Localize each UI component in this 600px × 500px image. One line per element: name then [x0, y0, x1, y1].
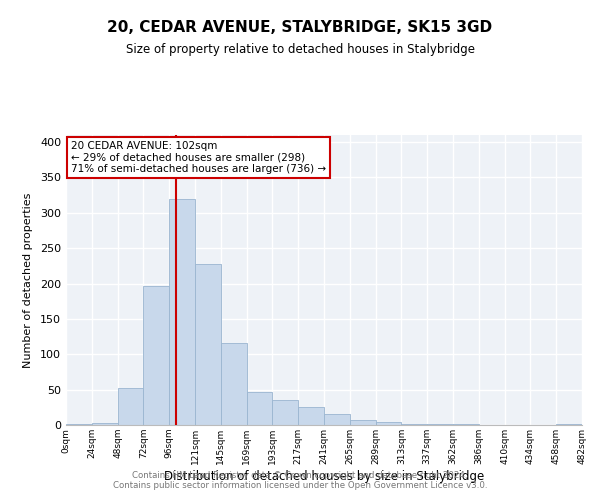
Bar: [350, 420, 376, 425]
Bar: [143, 286, 169, 425]
Bar: [272, 400, 298, 425]
X-axis label: Distribution of detached houses by size in Stalybridge: Distribution of detached houses by size …: [164, 470, 484, 482]
Bar: [376, 422, 401, 425]
Bar: [92, 423, 118, 425]
Y-axis label: Number of detached properties: Number of detached properties: [23, 192, 33, 368]
Bar: [247, 392, 272, 425]
Text: 20, CEDAR AVENUE, STALYBRIDGE, SK15 3GD: 20, CEDAR AVENUE, STALYBRIDGE, SK15 3GD: [107, 20, 493, 35]
Bar: [401, 424, 427, 425]
Bar: [118, 388, 143, 425]
Bar: [66, 424, 92, 425]
Bar: [453, 424, 479, 425]
Bar: [298, 408, 324, 425]
Bar: [169, 198, 195, 425]
Text: Size of property relative to detached houses in Stalybridge: Size of property relative to detached ho…: [125, 42, 475, 56]
Bar: [221, 343, 247, 425]
Text: Contains HM Land Registry data © Crown copyright and database right 2024.
Contai: Contains HM Land Registry data © Crown c…: [113, 470, 487, 490]
Bar: [427, 424, 453, 425]
Bar: [195, 264, 221, 425]
Bar: [556, 424, 582, 425]
Text: 20 CEDAR AVENUE: 102sqm
← 29% of detached houses are smaller (298)
71% of semi-d: 20 CEDAR AVENUE: 102sqm ← 29% of detache…: [71, 141, 326, 174]
Bar: [324, 414, 350, 425]
